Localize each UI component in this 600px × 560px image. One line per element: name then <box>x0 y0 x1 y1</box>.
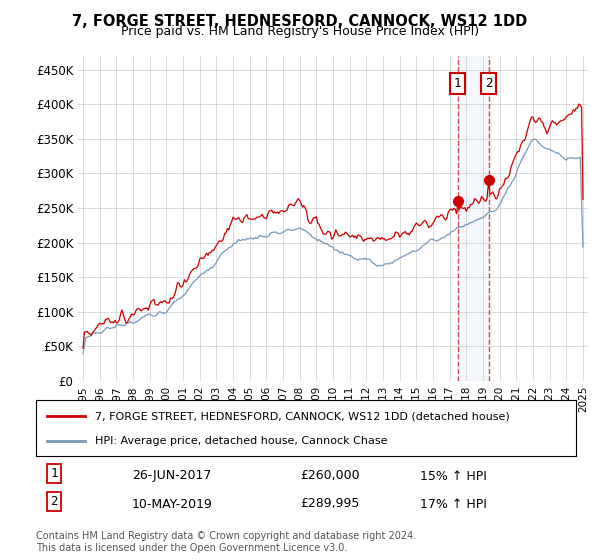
Text: 1: 1 <box>50 466 58 480</box>
Text: £260,000: £260,000 <box>300 469 359 483</box>
Text: Contains HM Land Registry data © Crown copyright and database right 2024.
This d: Contains HM Land Registry data © Crown c… <box>36 531 416 553</box>
Text: 10-MAY-2019: 10-MAY-2019 <box>132 497 213 511</box>
Bar <box>458 56 489 381</box>
Text: 2: 2 <box>485 77 493 90</box>
Text: 7, FORGE STREET, HEDNESFORD, CANNOCK, WS12 1DD (detached house): 7, FORGE STREET, HEDNESFORD, CANNOCK, WS… <box>95 411 510 421</box>
Text: 15% ↑ HPI: 15% ↑ HPI <box>420 469 487 483</box>
Text: £289,995: £289,995 <box>300 497 359 511</box>
Text: 2: 2 <box>50 494 58 508</box>
Text: HPI: Average price, detached house, Cannock Chase: HPI: Average price, detached house, Cann… <box>95 436 388 446</box>
Text: 1: 1 <box>454 77 461 90</box>
Text: 26-JUN-2017: 26-JUN-2017 <box>132 469 211 483</box>
Text: Price paid vs. HM Land Registry's House Price Index (HPI): Price paid vs. HM Land Registry's House … <box>121 25 479 38</box>
Text: 17% ↑ HPI: 17% ↑ HPI <box>420 497 487 511</box>
Text: 7, FORGE STREET, HEDNESFORD, CANNOCK, WS12 1DD: 7, FORGE STREET, HEDNESFORD, CANNOCK, WS… <box>73 14 527 29</box>
